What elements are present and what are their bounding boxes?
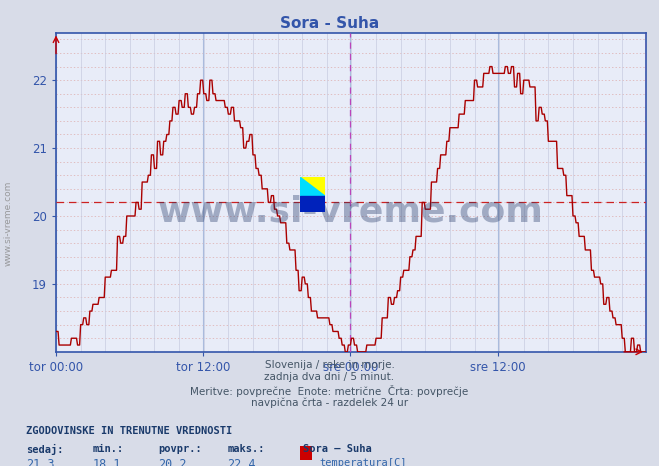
Text: Meritve: povprečne  Enote: metrične  Črta: povprečje: Meritve: povprečne Enote: metrične Črta:… bbox=[190, 385, 469, 397]
Text: maks.:: maks.: bbox=[227, 444, 265, 454]
Text: 21,3: 21,3 bbox=[26, 458, 55, 466]
Text: Slovenija / reke in morje.: Slovenija / reke in morje. bbox=[264, 360, 395, 370]
Text: temperatura[C]: temperatura[C] bbox=[320, 458, 407, 466]
Text: 18,1: 18,1 bbox=[92, 458, 121, 466]
Polygon shape bbox=[300, 177, 325, 196]
Text: 22,4: 22,4 bbox=[227, 458, 256, 466]
Text: Sora – Suha: Sora – Suha bbox=[303, 444, 372, 454]
Text: sedaj:: sedaj: bbox=[26, 444, 64, 455]
Text: navpična črta - razdelek 24 ur: navpična črta - razdelek 24 ur bbox=[251, 397, 408, 408]
Polygon shape bbox=[300, 177, 325, 196]
Text: 20,2: 20,2 bbox=[158, 458, 186, 466]
Text: min.:: min.: bbox=[92, 444, 123, 454]
Text: www.si-vreme.com: www.si-vreme.com bbox=[158, 194, 544, 228]
Polygon shape bbox=[300, 196, 325, 212]
Text: povpr.:: povpr.: bbox=[158, 444, 202, 454]
Text: Sora - Suha: Sora - Suha bbox=[280, 16, 379, 31]
Text: zadnja dva dni / 5 minut.: zadnja dva dni / 5 minut. bbox=[264, 372, 395, 382]
Text: ZGODOVINSKE IN TRENUTNE VREDNOSTI: ZGODOVINSKE IN TRENUTNE VREDNOSTI bbox=[26, 426, 233, 436]
Text: www.si-vreme.com: www.si-vreme.com bbox=[3, 181, 13, 267]
